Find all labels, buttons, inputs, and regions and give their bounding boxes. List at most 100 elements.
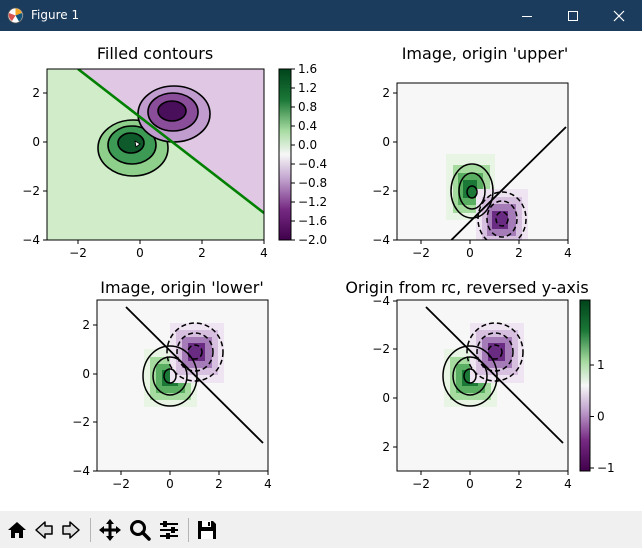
pan-button[interactable] [97,517,123,543]
subplots-config-button[interactable] [156,517,182,543]
colorbar-gradient [579,299,591,472]
back-button[interactable] [31,517,57,543]
axes-title-image-lower: Image, origin 'lower' [100,278,263,297]
y-tick-labels: 2 0 −2 −4 [72,318,97,478]
matplotlib-logo-icon [7,7,24,24]
y-tick-label: −2 [72,415,90,429]
minimize-button[interactable] [504,0,550,31]
colorbar-tick-label: 0.4 [298,119,317,133]
x-tick-label: 0 [136,246,144,260]
figure-svg: Filled contours [22,44,615,491]
close-icon [613,10,625,21]
contour-blob-negative [137,85,211,143]
colorbar-gradient [278,68,292,241]
y-tick-label: 0 [32,135,40,149]
save-icon [198,521,216,539]
forward-arrow-icon [62,521,80,539]
colorbar-tick-label: 0.8 [298,100,317,114]
x-tick-label: 0 [466,246,474,260]
x-tick-label: 4 [264,477,272,491]
x-tick-label: 2 [515,246,523,260]
colorbar-tick-label: 0.0 [298,138,317,152]
home-icon [8,522,26,538]
y-tick-label: 2 [32,86,40,100]
colorbar-tick-label: 1.6 [298,62,317,76]
minimize-icon [522,15,532,17]
colorbar-tick-label: −1 [597,461,615,475]
contour-lines [450,163,527,240]
window-titlebar: Figure 1 [0,0,642,31]
y-tick-label: 2 [82,318,90,332]
axes-title-image-upper: Image, origin 'upper' [402,44,569,63]
x-tick-label: 4 [564,477,572,491]
close-button[interactable] [596,0,642,31]
axes-frame [396,299,569,472]
y-tick-label: 2 [382,440,390,454]
y-tick-labels: −4 −2 0 2 [372,294,397,454]
zoom-button[interactable] [127,517,153,543]
y-tick-labels: 2 0 −2 −4 [22,86,47,247]
threshold-line [77,69,264,215]
x-tick-label: 2 [198,246,206,260]
x-tick-label: −2 [412,246,430,260]
axes-frame [396,82,569,241]
colorbar-tick-label: −0.4 [298,157,327,171]
maximize-icon [568,10,578,21]
home-button[interactable] [4,517,30,543]
x-tick-label: 4 [564,246,572,260]
diagonal-line [125,306,264,444]
x-tick-label: 2 [215,477,223,491]
axes-image-lower: Image, origin 'lower' [72,278,272,491]
x-tick-labels: −2 0 2 4 [412,471,572,491]
contour-lines [442,322,524,407]
colorbar-tick-label: −2.0 [298,233,327,247]
colorbar-tick-label: 0 [597,410,605,424]
x-tick-labels: −2 0 2 4 [412,240,572,260]
y-tick-label: 2 [382,86,390,100]
x-tick-label: −2 [112,477,130,491]
x-tick-labels: −2 0 2 4 [69,240,268,260]
colorbar-reversed-y: 1 0 −1 [579,299,615,475]
axes-title-reversed-y: Origin from rc, reversed y-axis [345,278,588,297]
pan-icon [99,519,121,541]
colorbar-tick-label: 1.2 [298,81,317,95]
y-tick-label: 0 [382,391,390,405]
image-plot-area [397,300,568,471]
image-plot-area [397,83,568,240]
diagonal-line [425,306,564,444]
axes-reversed-y: Origin from rc, reversed y-axis [345,278,588,491]
y-tick-label: −4 [22,233,40,247]
y-tick-label: −2 [372,342,390,356]
colorbar-tick-label: −1.6 [298,214,327,228]
maximize-button[interactable] [550,0,596,31]
window-title: Figure 1 [31,8,80,22]
figure-canvas[interactable]: Filled contours [0,31,642,511]
image-plot-area [97,300,268,471]
back-arrow-icon [35,521,53,539]
colorbar-filled-contours: 1.6 1.2 0.8 0.4 0.0 −0.4 −0.8 −1.2 −1.6 −2.0 [278,62,327,247]
colorbar-tick-labels: 1.6 1.2 0.8 0.4 0.0 −0.4 −0.8 −1.2 −1.6 −2.0 [291,62,327,247]
axes-image-upper: Image, origin 'upper' [372,44,572,260]
toolbar-separator [90,518,91,542]
navigation-toolbar [0,511,642,548]
x-tick-label: −2 [412,477,430,491]
x-tick-label: 2 [515,477,523,491]
axes-frame [46,68,265,241]
zoom-icon [130,520,151,541]
contour-lines [142,322,224,407]
y-tick-label: −4 [372,233,390,247]
y-tick-label: −4 [372,294,390,308]
forward-button[interactable] [58,517,84,543]
colorbar-tick-label: −0.8 [298,176,327,190]
y-tick-label: 0 [82,367,90,381]
subplots-config-icon [160,521,178,539]
x-tick-label: 0 [166,477,174,491]
y-tick-label: −2 [22,184,40,198]
x-tick-label: 0 [466,477,474,491]
colorbar-tick-labels: 1 0 −1 [590,358,615,475]
y-tick-label: 0 [382,135,390,149]
contour-plot-area [47,69,264,240]
x-tick-labels: −2 0 2 4 [112,471,272,491]
save-button[interactable] [194,517,220,543]
x-tick-label: 4 [260,246,268,260]
